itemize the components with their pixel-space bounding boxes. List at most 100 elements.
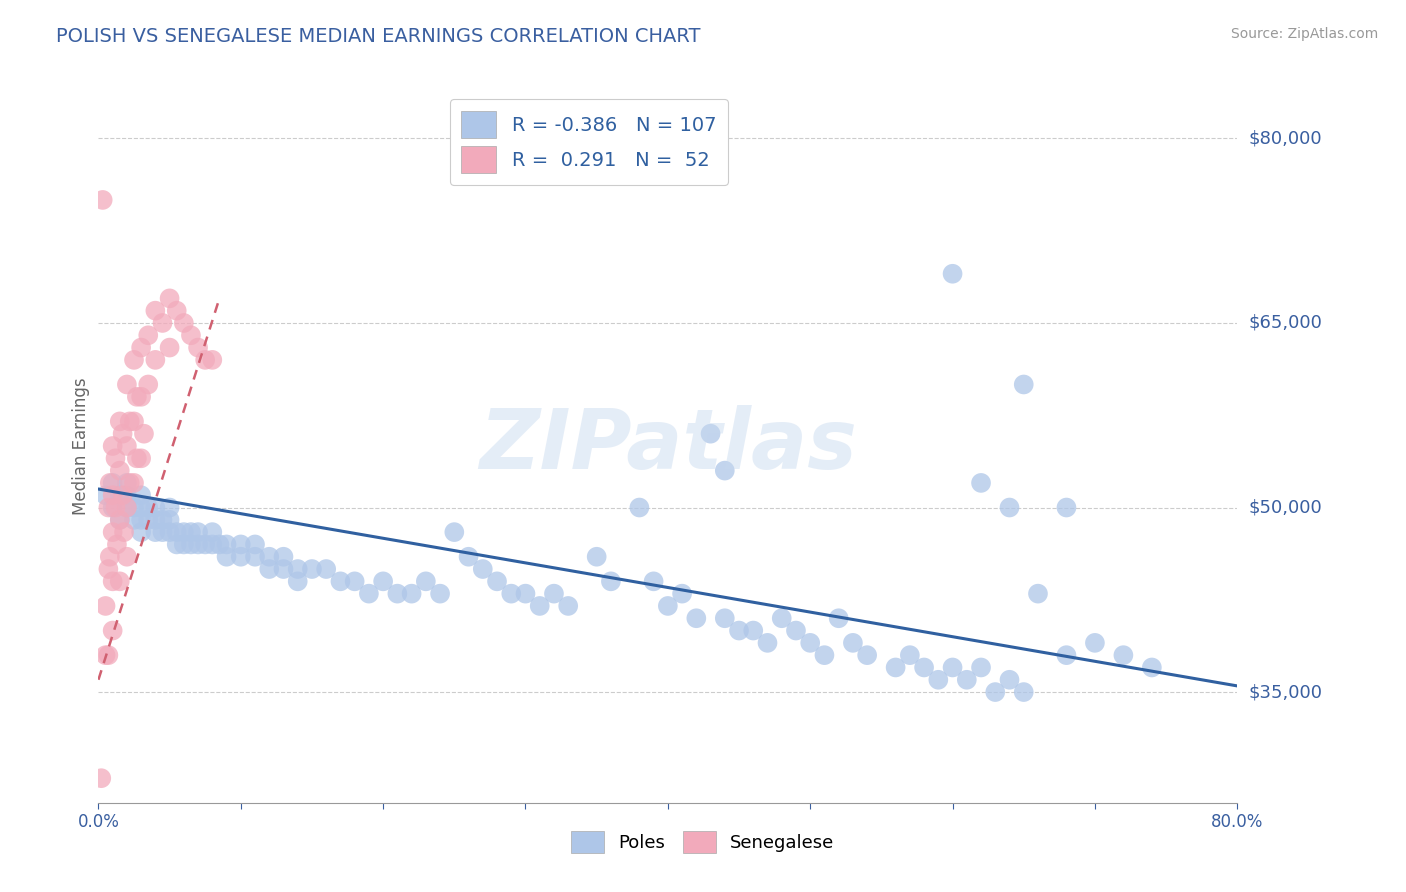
- Point: [259, 562, 281, 576]
- Point: [194, 352, 217, 367]
- Point: [145, 513, 167, 527]
- Point: [912, 660, 935, 674]
- Point: [728, 624, 751, 638]
- Point: [856, 648, 879, 662]
- Point: [273, 549, 295, 564]
- Point: [671, 587, 693, 601]
- Point: [108, 574, 131, 589]
- Point: [111, 488, 134, 502]
- Point: [287, 562, 309, 576]
- Point: [159, 341, 181, 355]
- Point: [714, 611, 737, 625]
- Text: $50,000: $50,000: [1249, 499, 1322, 516]
- Point: [94, 648, 117, 662]
- Point: [145, 352, 167, 367]
- Point: [898, 648, 921, 662]
- Point: [315, 562, 337, 576]
- Point: [699, 426, 721, 441]
- Legend: Poles, Senegalese: Poles, Senegalese: [564, 824, 842, 861]
- Point: [98, 549, 121, 564]
- Point: [329, 574, 352, 589]
- Point: [187, 341, 209, 355]
- Point: [129, 451, 152, 466]
- Point: [373, 574, 395, 589]
- Point: [1012, 377, 1035, 392]
- Point: [97, 562, 120, 576]
- Point: [166, 303, 188, 318]
- Point: [942, 660, 965, 674]
- Point: [357, 587, 380, 601]
- Point: [501, 587, 523, 601]
- Point: [115, 488, 138, 502]
- Point: [429, 587, 451, 601]
- Point: [173, 537, 195, 551]
- Point: [132, 426, 155, 441]
- Point: [111, 426, 134, 441]
- Point: [927, 673, 949, 687]
- Point: [529, 599, 551, 613]
- Point: [108, 488, 131, 502]
- Point: [101, 525, 124, 540]
- Point: [152, 513, 174, 527]
- Point: [166, 525, 188, 540]
- Point: [714, 464, 737, 478]
- Point: [756, 636, 779, 650]
- Point: [187, 525, 209, 540]
- Point: [108, 414, 131, 428]
- Point: [785, 624, 807, 638]
- Point: [122, 513, 145, 527]
- Point: [208, 537, 231, 551]
- Point: [515, 587, 537, 601]
- Point: [970, 475, 993, 490]
- Point: [94, 488, 117, 502]
- Point: [443, 525, 465, 540]
- Point: [813, 648, 835, 662]
- Text: ZIPatlas: ZIPatlas: [479, 406, 856, 486]
- Point: [129, 513, 152, 527]
- Point: [229, 537, 252, 551]
- Point: [115, 439, 138, 453]
- Point: [91, 193, 114, 207]
- Point: [125, 390, 148, 404]
- Text: $35,000: $35,000: [1249, 683, 1323, 701]
- Point: [129, 341, 152, 355]
- Point: [98, 475, 121, 490]
- Point: [1026, 587, 1049, 601]
- Point: [259, 549, 281, 564]
- Point: [585, 549, 607, 564]
- Point: [770, 611, 793, 625]
- Text: $80,000: $80,000: [1249, 129, 1322, 147]
- Point: [112, 525, 135, 540]
- Point: [101, 500, 124, 515]
- Point: [159, 500, 181, 515]
- Point: [145, 303, 167, 318]
- Legend: R = -0.386   N = 107, R =  0.291   N =  52: R = -0.386 N = 107, R = 0.291 N = 52: [450, 99, 728, 185]
- Point: [956, 673, 979, 687]
- Point: [101, 488, 124, 502]
- Point: [129, 500, 152, 515]
- Point: [166, 537, 188, 551]
- Point: [115, 500, 138, 515]
- Point: [243, 537, 266, 551]
- Point: [486, 574, 509, 589]
- Point: [657, 599, 679, 613]
- Point: [1056, 648, 1078, 662]
- Point: [201, 352, 224, 367]
- Point: [173, 525, 195, 540]
- Point: [122, 352, 145, 367]
- Point: [145, 500, 167, 515]
- Point: [173, 316, 195, 330]
- Point: [387, 587, 409, 601]
- Point: [136, 500, 159, 515]
- Point: [998, 500, 1021, 515]
- Text: $65,000: $65,000: [1249, 314, 1322, 332]
- Point: [685, 611, 707, 625]
- Point: [108, 513, 131, 527]
- Point: [457, 549, 479, 564]
- Point: [343, 574, 366, 589]
- Point: [152, 525, 174, 540]
- Point: [122, 475, 145, 490]
- Point: [125, 451, 148, 466]
- Point: [471, 562, 494, 576]
- Point: [115, 377, 138, 392]
